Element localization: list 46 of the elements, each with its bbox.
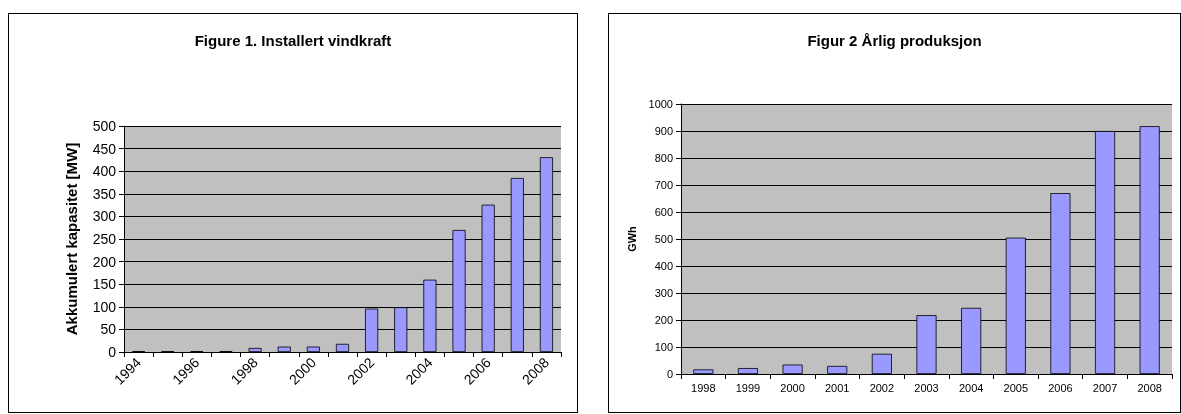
y-axis-title: GWh — [626, 225, 639, 252]
y-tick-label: 600 — [654, 206, 673, 218]
y-tick-label: 200 — [92, 253, 117, 270]
bar — [277, 346, 291, 352]
bar — [871, 353, 892, 374]
y-tick-label: 50 — [100, 321, 117, 338]
y-tick-label: 350 — [92, 185, 117, 202]
x-tick-label: 1998 — [691, 381, 716, 394]
bar — [306, 346, 320, 352]
bar — [782, 364, 803, 374]
x-tick-label: 2007 — [1092, 381, 1118, 394]
bar — [827, 365, 848, 374]
x-tick-label: 2000 — [780, 381, 805, 394]
x-tick-label: 2002 — [869, 381, 895, 394]
y-tick-label: 450 — [92, 140, 117, 157]
y-tick-label: 800 — [654, 152, 673, 164]
chart-title: Figure 1. Installert vindkraft — [194, 32, 392, 49]
y-tick-label: 400 — [92, 163, 117, 180]
chart-title: Figur 2 Årlig produksjon — [807, 32, 982, 49]
bar — [737, 368, 758, 374]
y-tick-label: 200 — [654, 314, 673, 326]
bar — [693, 369, 714, 374]
x-tick-label: 2004 — [958, 381, 984, 394]
y-tick-label: 1000 — [648, 98, 673, 110]
y-tick-label: 500 — [654, 233, 673, 245]
y-tick-label: 0 — [108, 344, 117, 360]
x-tick-label: 2006 — [1048, 381, 1073, 394]
y-tick-label: 100 — [92, 298, 117, 315]
bar — [248, 347, 262, 352]
y-tick-label: 300 — [654, 287, 673, 299]
y-tick-label: 0 — [666, 368, 673, 380]
y-axis-title: Akkumulert kapasitet [MW] — [63, 142, 80, 336]
y-tick-label: 400 — [654, 260, 673, 272]
y-tick-label: 250 — [92, 231, 117, 247]
y-tick-label: 300 — [92, 208, 117, 225]
bar — [335, 343, 350, 352]
x-tick-label: 2008 — [1137, 381, 1162, 394]
x-tick-label: 2003 — [914, 381, 939, 394]
y-tick-label: 500 — [92, 118, 117, 134]
y-tick-label: 900 — [654, 125, 673, 137]
y-tick-label: 700 — [654, 179, 673, 191]
x-tick-label: 2001 — [824, 381, 850, 394]
x-tick-label: 2005 — [1003, 381, 1029, 394]
y-tick-label: 100 — [654, 341, 673, 353]
y-tick-label: 150 — [92, 276, 117, 293]
x-tick-label: 1999 — [735, 381, 761, 394]
